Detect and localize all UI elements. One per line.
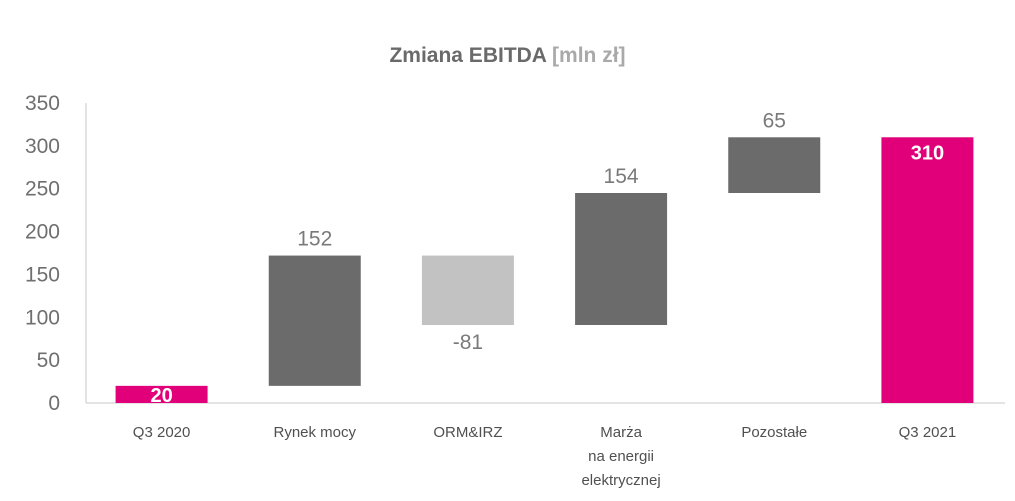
value-label: -81 bbox=[453, 331, 483, 354]
chart-title: Zmiana EBITDA [mln zł] bbox=[0, 44, 1015, 68]
y-tick-label: 0 bbox=[48, 392, 60, 415]
value-labels: 20 152 -81 154 65 310 bbox=[150, 109, 944, 407]
y-tick-label: 250 bbox=[25, 178, 60, 201]
y-tick-labels: 0 50 100 150 200 250 300 350 bbox=[25, 92, 60, 415]
category-label: Marża bbox=[600, 424, 642, 441]
y-tick-label: 300 bbox=[25, 135, 60, 158]
category-label: Pozostałe bbox=[741, 424, 807, 441]
bar-increase bbox=[268, 255, 361, 386]
bar-increase bbox=[575, 193, 668, 325]
y-tick-label: 50 bbox=[37, 349, 60, 372]
value-label: 65 bbox=[763, 109, 786, 132]
category-label: ORM&IRZ bbox=[433, 424, 502, 441]
value-label: 154 bbox=[604, 165, 639, 188]
chart-title-text: Zmiana EBITDA bbox=[389, 44, 547, 67]
bar-total bbox=[881, 137, 974, 404]
bars bbox=[115, 137, 974, 404]
category-labels: Q3 2020 Rynek mocy ORM&IRZ Marża na energii e… bbox=[133, 424, 956, 489]
category-label: na energii bbox=[588, 448, 654, 465]
y-tick-label: 100 bbox=[25, 306, 60, 329]
bar-total bbox=[115, 385, 208, 403]
y-tick-label: 200 bbox=[25, 221, 60, 244]
value-label: 152 bbox=[297, 228, 332, 251]
category-label: elektrycznej bbox=[581, 472, 660, 489]
bar-decrease bbox=[421, 255, 514, 325]
value-label: 310 bbox=[911, 142, 944, 164]
value-label: 20 bbox=[150, 385, 172, 407]
category-label: Q3 2020 bbox=[133, 424, 191, 441]
y-tick-label: 350 bbox=[25, 92, 60, 115]
y-tick-label: 150 bbox=[25, 263, 60, 286]
chart-title-unit: [mln zł] bbox=[552, 44, 626, 67]
category-label: Q3 2021 bbox=[899, 424, 957, 441]
bar-increase bbox=[728, 137, 821, 193]
category-label: Rynek mocy bbox=[273, 424, 356, 441]
